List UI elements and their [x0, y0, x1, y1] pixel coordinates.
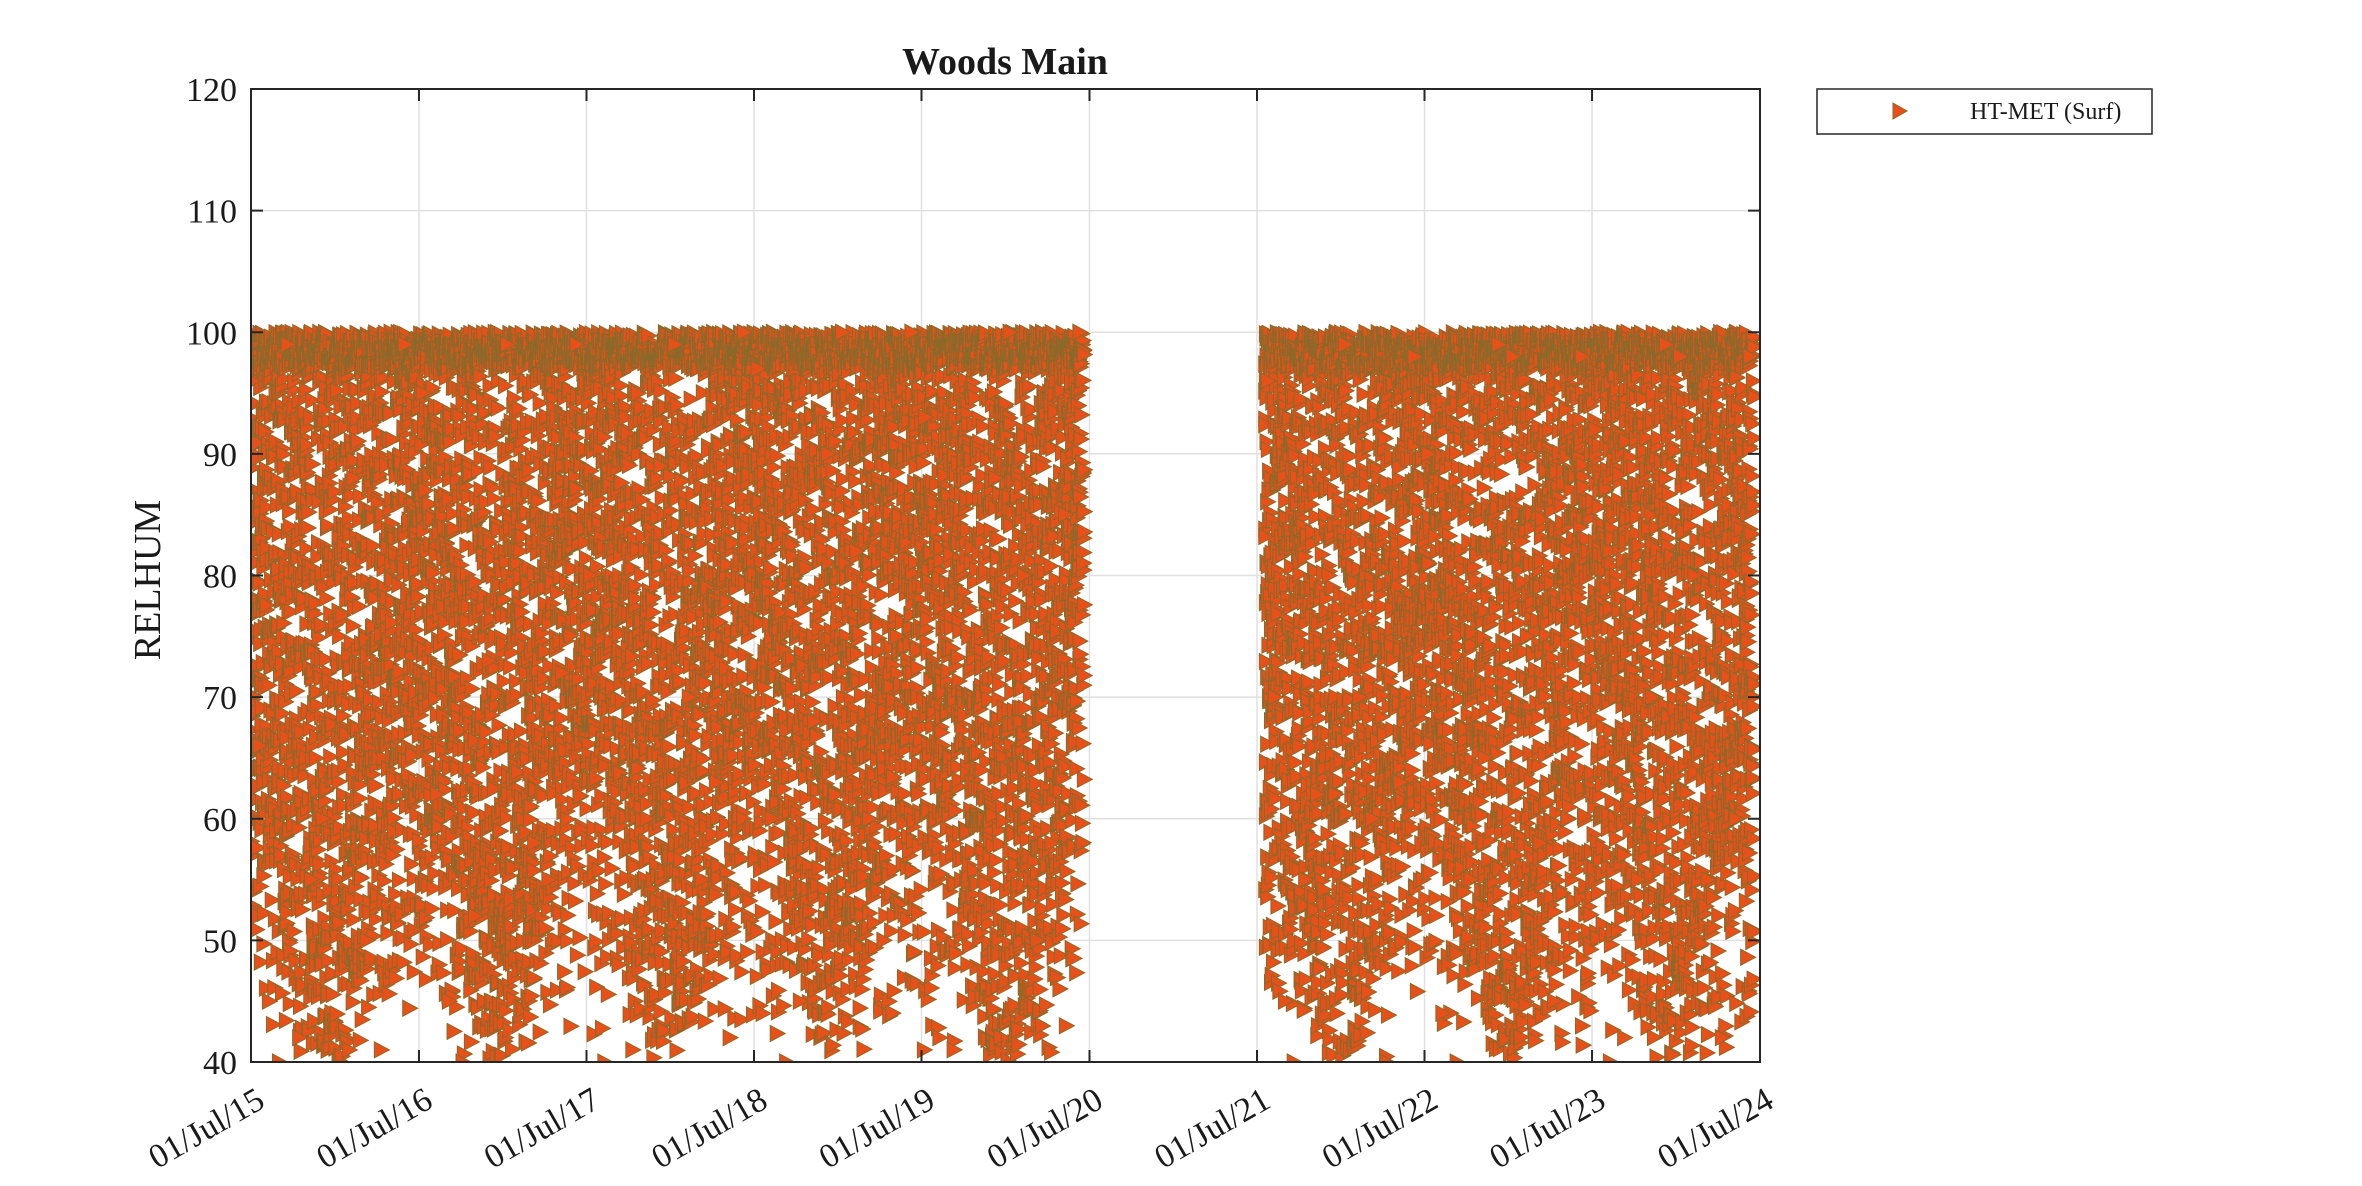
chart-svg: 01/Jul/1501/Jul/1601/Jul/1701/Jul/1801/J… — [0, 0, 2362, 1181]
chart: 01/Jul/1501/Jul/1601/Jul/1701/Jul/1801/J… — [0, 0, 2362, 1181]
